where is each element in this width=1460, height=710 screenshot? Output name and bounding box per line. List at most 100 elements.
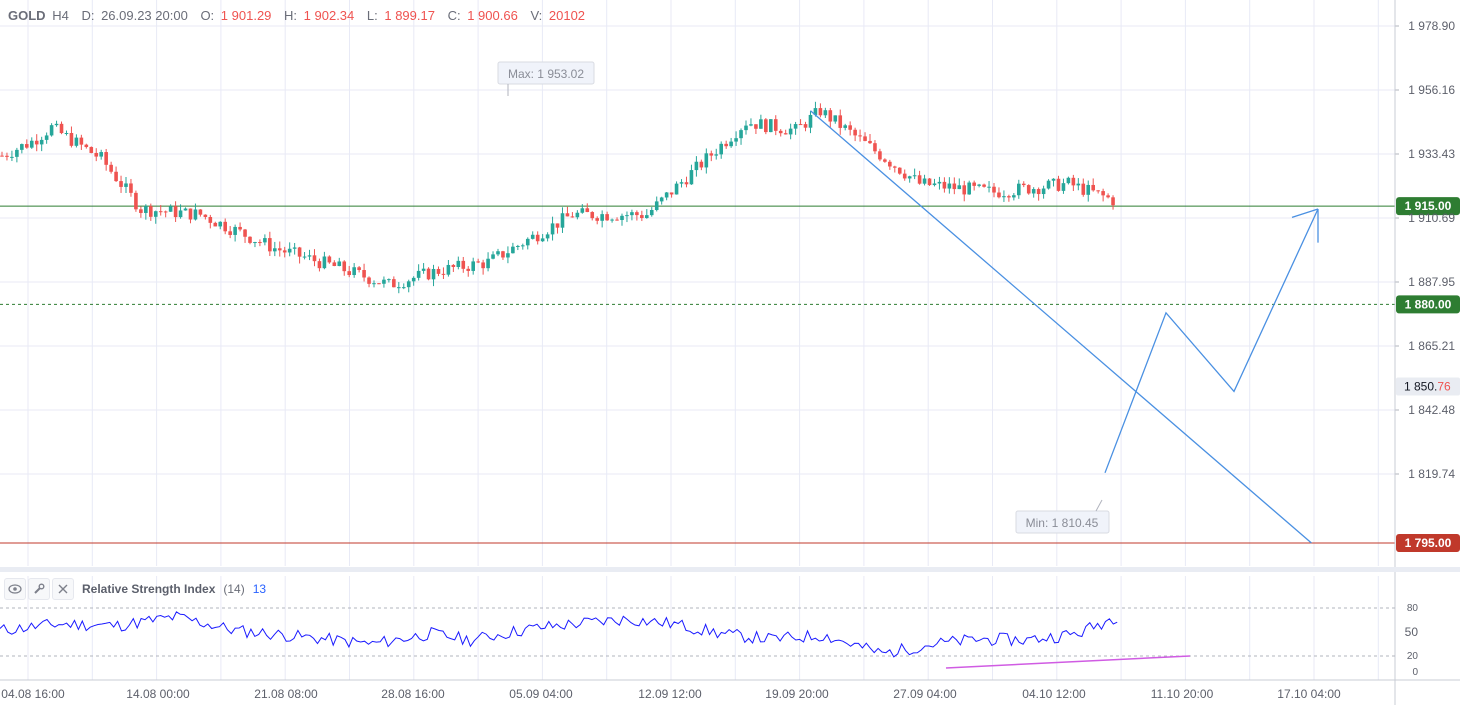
candle-body (248, 236, 252, 243)
candle-body (243, 229, 247, 237)
wrench-icon[interactable] (28, 578, 50, 600)
volume-label: V: (530, 8, 543, 23)
candle-body (471, 261, 475, 271)
candle-body (967, 182, 971, 195)
candle-body (927, 178, 932, 186)
candle-body (258, 242, 262, 244)
candle-body (947, 183, 952, 189)
max-label-text: Max: 1 953.02 (508, 67, 584, 81)
candle-body (377, 283, 381, 285)
x-tick-label: 14.08 00:00 (126, 687, 190, 701)
candle-body (15, 149, 19, 157)
max-label: Max: 1 953.02 (497, 61, 595, 96)
candle-body (337, 261, 342, 267)
x-tick-label: 12.09 12:00 (638, 687, 702, 701)
candle-body (540, 238, 545, 242)
close-value: 1 900.66 (467, 8, 518, 23)
candle-body (734, 138, 738, 142)
candle-body (491, 254, 495, 259)
candle-body (312, 255, 317, 262)
candle-body (372, 283, 376, 285)
max-label-box (497, 61, 595, 85)
candle-body (769, 119, 773, 133)
y-tick-label: 1 910.69 (1408, 211, 1455, 225)
candle-body (620, 215, 624, 221)
candle-body (625, 215, 629, 217)
candle-body (580, 208, 585, 213)
candle-body (838, 115, 843, 128)
candle-body (803, 124, 808, 128)
candle-body (525, 238, 530, 246)
x-tick-label: 11.10 20:00 (1151, 687, 1214, 701)
candle-body (684, 182, 689, 185)
candle-body (144, 206, 148, 213)
candle-body (322, 256, 327, 269)
candle-body (922, 178, 927, 184)
candle-body (783, 133, 788, 135)
rsi-value: 13 (252, 582, 267, 596)
candle-body (198, 209, 203, 215)
candle-body (972, 182, 976, 186)
candle-body (501, 251, 505, 258)
candle-body (54, 123, 59, 126)
current-price-badge (1396, 377, 1460, 396)
candle-body (461, 260, 466, 269)
candle-body (1002, 196, 1006, 198)
candle-body (268, 238, 272, 252)
candle-body (109, 164, 113, 172)
close-label: C: (447, 8, 461, 23)
candle-body (878, 151, 882, 160)
candle-body (1061, 183, 1066, 191)
candle-body (997, 192, 1001, 198)
high-label: H: (284, 8, 298, 23)
candle-body (79, 137, 84, 145)
candle-body (863, 136, 867, 141)
candle-body (411, 277, 416, 282)
candle-body (1007, 196, 1011, 198)
y-tick-label: 1 978.90 (1408, 19, 1455, 33)
candle-body (382, 279, 386, 284)
close-icon[interactable] (52, 578, 74, 600)
candle-body (139, 209, 143, 213)
trend-line (810, 110, 1312, 544)
candle-body (476, 261, 480, 263)
candle-body (560, 213, 565, 228)
candle-body (208, 216, 213, 223)
low-label: L: (366, 8, 378, 23)
candle-body (590, 212, 595, 219)
rsi-tick-label: 50 (1405, 625, 1419, 639)
candle-body (287, 248, 292, 253)
candle-body (902, 173, 907, 179)
candle-body (1046, 180, 1051, 189)
timeframe[interactable]: H4 (52, 8, 69, 23)
candle-body (1041, 188, 1046, 195)
candle-body (1012, 195, 1016, 198)
candle-body (451, 264, 456, 267)
rsi-line (0, 611, 1118, 658)
open-value: 1 901.29 (220, 8, 272, 23)
candle-body (392, 279, 396, 288)
pane-separator (0, 567, 1460, 572)
candle-body (640, 215, 644, 219)
y-tick-label: 1 865.21 (1408, 339, 1455, 353)
volume-value: 20102 (548, 8, 586, 23)
candle-body (238, 226, 242, 230)
x-tick-label: 17.10 04:00 (1277, 687, 1341, 701)
symbol[interactable]: GOLD (8, 8, 46, 23)
candle-body (1056, 178, 1061, 191)
eye-icon[interactable] (4, 578, 26, 600)
candle-body (565, 213, 570, 217)
x-tick-label: 05.09 04:00 (509, 687, 573, 701)
candle-body (977, 184, 981, 186)
candle-body (94, 152, 99, 157)
grid (0, 0, 1395, 680)
candle-body (987, 186, 991, 188)
rsi-divergence-line (945, 655, 1191, 669)
candle-body (436, 268, 441, 274)
candle-body (615, 219, 619, 221)
candle-body (69, 132, 74, 146)
candle-body (124, 183, 128, 187)
x-tick-label: 19.09 20:00 (765, 687, 829, 701)
